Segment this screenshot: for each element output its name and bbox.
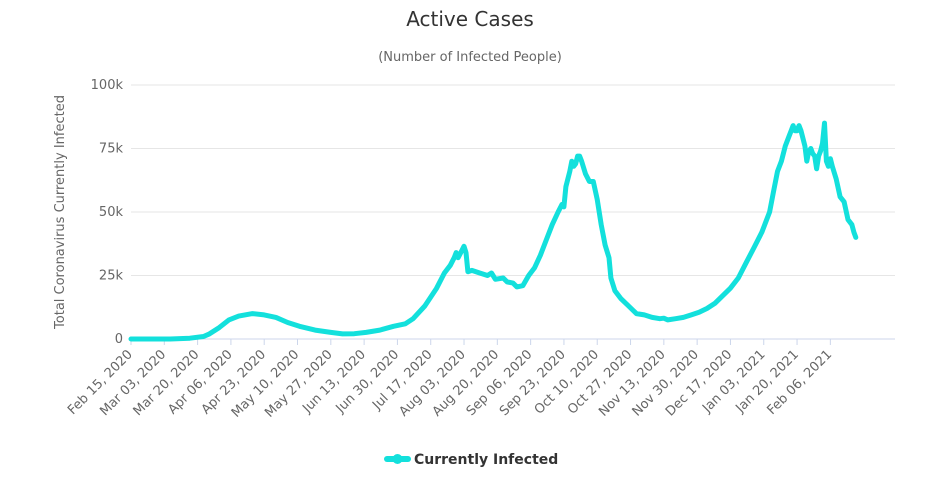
y-tick-label: 50k	[99, 205, 124, 220]
y-axis-title: Total Coronavirus Currently Infected	[53, 95, 68, 330]
series-line-currently-infected[interactable]	[128, 120, 859, 342]
y-tick-label: 100k	[91, 78, 124, 93]
series-layer	[128, 120, 859, 342]
chart-subtitle: (Number of Infected People)	[378, 50, 562, 65]
y-axis-ticks: 0 25k 50k 75k 100k	[91, 78, 124, 347]
grid-lines	[131, 84, 895, 340]
legend[interactable]: Currently Infected	[384, 452, 558, 468]
chart-title: Active Cases	[406, 7, 534, 31]
y-tick-label: 75k	[99, 142, 124, 157]
y-tick-label: 25k	[99, 269, 124, 284]
legend-label[interactable]: Currently Infected	[414, 452, 558, 468]
legend-marker-icon	[392, 454, 403, 464]
y-tick-label: 0	[115, 332, 123, 347]
